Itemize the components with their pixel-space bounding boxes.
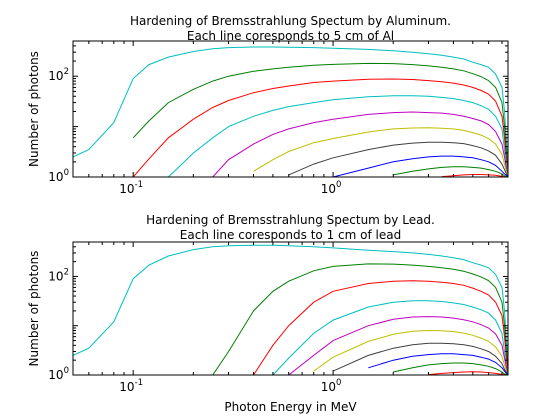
chart-panel-1: Hardening of Bremsstrahlung Spectum by A… (27, 14, 509, 196)
chart-title-line-2: Each line coresponds to 5 cm of Al (187, 29, 394, 43)
series-line-6 (253, 127, 508, 177)
y-axis-label: Number of photons (27, 51, 41, 167)
series-line-7 (288, 141, 508, 177)
series-line-2 (132, 62, 508, 177)
x-tick-label: 10-1 (119, 180, 143, 196)
series-line-9 (393, 362, 508, 375)
series-line-1 (73, 46, 508, 177)
series-group (73, 46, 508, 177)
series-line-8 (368, 353, 508, 375)
y-axis-label: Number of photons (27, 251, 41, 367)
series-line-6 (313, 329, 508, 375)
chart-panel-2: Hardening of Bremsstrahlung Spectum by L… (27, 213, 509, 414)
chart-title-line-1: Hardening of Bremsstrahlung Spectum by L… (146, 213, 435, 227)
series-line-1 (73, 244, 508, 375)
chart-title-line-1: Hardening of Bremsstrahlung Spectum by A… (130, 14, 451, 28)
series-line-4 (168, 95, 508, 177)
series-line-4 (272, 300, 508, 375)
x-tick-label: 100 (321, 180, 342, 196)
axes-frame (72, 40, 509, 178)
series-line-8 (332, 155, 508, 177)
y-tick-label: 102 (48, 67, 69, 83)
series-line-7 (332, 342, 508, 375)
y-tick-label: 102 (48, 267, 69, 283)
series-line-2 (212, 263, 508, 375)
series-line-5 (288, 316, 508, 375)
series-group (73, 244, 508, 375)
series-line-9 (393, 166, 508, 177)
series-line-5 (212, 111, 508, 177)
y-tick-label: 100 (48, 168, 69, 184)
x-axis-label: Photon Energy in MeV (224, 400, 357, 414)
x-tick-label: 10-1 (119, 378, 143, 394)
chart-title-line-2: Each line coresponds to 1 cm of lead (180, 228, 401, 242)
series-line-3 (132, 78, 508, 177)
axes-frame (72, 241, 509, 376)
tick-marks (72, 40, 508, 178)
y-tick-label: 100 (48, 366, 69, 382)
series-line-3 (253, 280, 508, 375)
x-tick-label: 100 (321, 378, 342, 394)
tick-marks (72, 241, 508, 376)
